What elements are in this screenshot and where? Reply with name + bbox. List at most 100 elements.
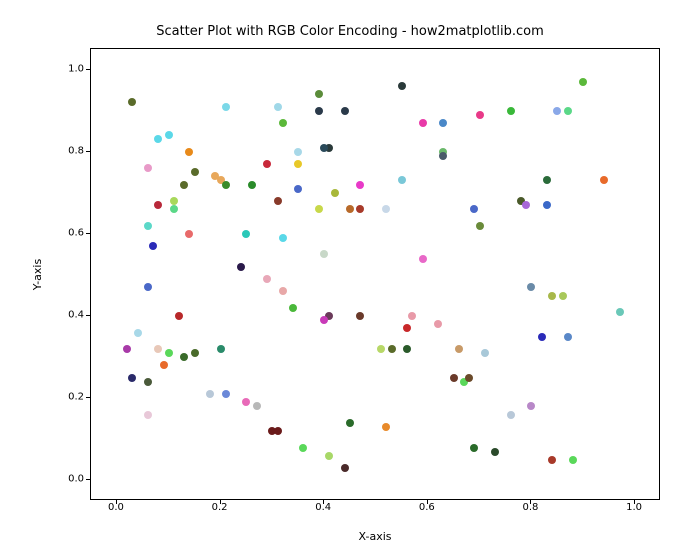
chart-title: Scatter Plot with RGB Color Encoding - h… xyxy=(0,24,700,39)
scatter-point xyxy=(315,90,323,98)
scatter-point xyxy=(543,176,551,184)
scatter-point xyxy=(548,292,556,300)
scatter-point xyxy=(564,107,572,115)
scatter-point xyxy=(170,197,178,205)
x-tick-label: 0.0 xyxy=(108,502,124,513)
scatter-point xyxy=(398,176,406,184)
scatter-point xyxy=(616,308,624,316)
x-axis-label: X-axis xyxy=(90,530,660,543)
scatter-point xyxy=(470,444,478,452)
scatter-point xyxy=(356,205,364,213)
scatter-point xyxy=(450,374,458,382)
y-tick-mark xyxy=(86,151,90,152)
scatter-point xyxy=(408,312,416,320)
scatter-point xyxy=(191,349,199,357)
scatter-point xyxy=(160,361,168,369)
y-tick-label: 0.2 xyxy=(44,392,84,403)
scatter-point xyxy=(222,181,230,189)
x-tick-label: 0.4 xyxy=(315,502,331,513)
scatter-point xyxy=(242,230,250,238)
x-tick-label: 0.6 xyxy=(419,502,435,513)
y-axis-label-text: Y-axis xyxy=(32,258,45,289)
scatter-point xyxy=(559,292,567,300)
scatter-point xyxy=(527,402,535,410)
scatter-point xyxy=(144,164,152,172)
scatter-point xyxy=(134,329,142,337)
scatter-point xyxy=(294,148,302,156)
scatter-point xyxy=(600,176,608,184)
scatter-point xyxy=(470,205,478,213)
plot-area xyxy=(90,48,660,500)
x-tick-label: 0.8 xyxy=(523,502,539,513)
scatter-point xyxy=(543,201,551,209)
scatter-point xyxy=(356,312,364,320)
scatter-point xyxy=(242,398,250,406)
scatter-point xyxy=(320,144,328,152)
scatter-point xyxy=(403,345,411,353)
scatter-point xyxy=(564,333,572,341)
scatter-point xyxy=(294,185,302,193)
scatter-point xyxy=(481,349,489,357)
scatter-point xyxy=(382,423,390,431)
scatter-point xyxy=(403,324,411,332)
y-tick-mark xyxy=(86,233,90,234)
scatter-point xyxy=(527,283,535,291)
scatter-point xyxy=(154,345,162,353)
scatter-point xyxy=(341,464,349,472)
scatter-point xyxy=(331,189,339,197)
scatter-point xyxy=(149,242,157,250)
scatter-point xyxy=(253,402,261,410)
scatter-point xyxy=(299,444,307,452)
y-tick-label: 0.0 xyxy=(44,474,84,485)
scatter-point xyxy=(279,119,287,127)
scatter-point xyxy=(315,107,323,115)
scatter-point xyxy=(476,222,484,230)
scatter-point xyxy=(222,103,230,111)
y-tick-label: 0.6 xyxy=(44,227,84,238)
scatter-point xyxy=(185,230,193,238)
scatter-point xyxy=(346,205,354,213)
scatter-point xyxy=(356,181,364,189)
y-axis-label: Y-axis xyxy=(30,48,46,500)
scatter-point xyxy=(538,333,546,341)
scatter-point xyxy=(507,107,515,115)
scatter-point xyxy=(165,131,173,139)
scatter-point xyxy=(185,148,193,156)
y-tick-label: 0.8 xyxy=(44,145,84,156)
scatter-point xyxy=(579,78,587,86)
scatter-point xyxy=(434,320,442,328)
scatter-point xyxy=(491,448,499,456)
y-tick-mark xyxy=(86,315,90,316)
scatter-point xyxy=(320,250,328,258)
scatter-point xyxy=(315,205,323,213)
y-tick-label: 1.0 xyxy=(44,63,84,74)
scatter-point xyxy=(569,456,577,464)
scatter-point xyxy=(170,205,178,213)
scatter-point xyxy=(248,181,256,189)
scatter-point xyxy=(419,119,427,127)
scatter-point xyxy=(346,419,354,427)
scatter-point xyxy=(279,234,287,242)
scatter-point xyxy=(507,411,515,419)
scatter-point xyxy=(128,374,136,382)
scatter-point xyxy=(289,304,297,312)
x-tick-label: 1.0 xyxy=(626,502,642,513)
scatter-point xyxy=(263,160,271,168)
scatter-point xyxy=(377,345,385,353)
scatter-point xyxy=(279,287,287,295)
scatter-point xyxy=(274,103,282,111)
scatter-point xyxy=(217,345,225,353)
scatter-point xyxy=(274,427,282,435)
scatter-point xyxy=(419,255,427,263)
y-tick-mark xyxy=(86,397,90,398)
scatter-point xyxy=(439,152,447,160)
scatter-point xyxy=(465,374,473,382)
scatter-point xyxy=(154,135,162,143)
scatter-point xyxy=(191,168,199,176)
y-tick-mark xyxy=(86,479,90,480)
scatter-point xyxy=(263,275,271,283)
scatter-point xyxy=(144,283,152,291)
scatter-point xyxy=(175,312,183,320)
scatter-point xyxy=(144,378,152,386)
scatter-point xyxy=(398,82,406,90)
